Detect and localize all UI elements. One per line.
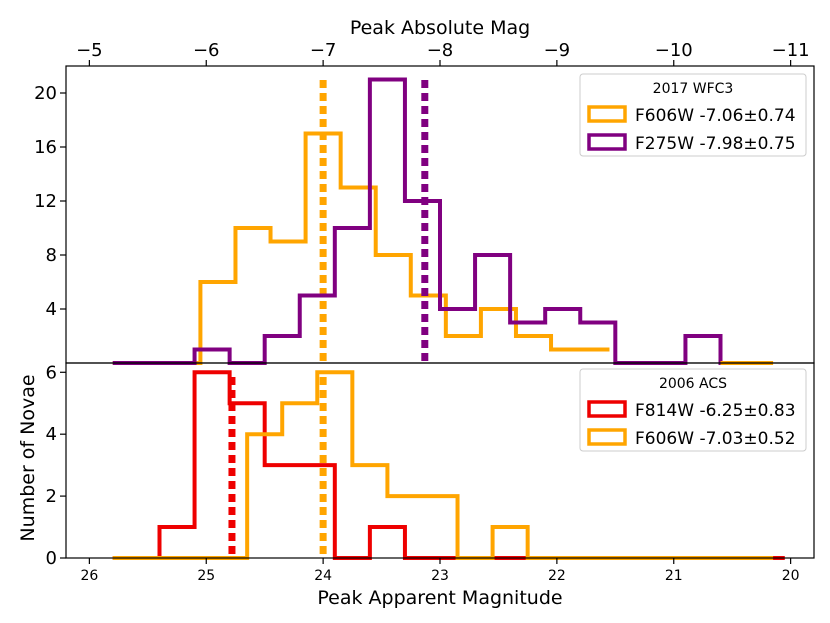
legend-label-top: F606W -7.06±0.74: [635, 106, 796, 126]
legend-title-top: 2017 WFC3: [653, 81, 734, 97]
legend-label-top: F275W -7.98±0.75: [635, 134, 796, 154]
top-axis-label: Peak Absolute Mag: [350, 17, 530, 39]
x-tick-label: 20: [782, 568, 800, 584]
legend-swatch-bottom: [587, 428, 627, 446]
y-tick-label-top: 12: [34, 191, 57, 212]
legend-label-bottom: F814W -6.25±0.83: [635, 401, 796, 421]
x-tick-label: 25: [197, 568, 215, 584]
top-x-tick-label: −10: [655, 40, 693, 61]
top-x-tick-label: −6: [193, 40, 220, 61]
y-tick-label-top: 16: [34, 137, 57, 158]
x-tick-label: 26: [80, 568, 98, 584]
y-tick-label-bottom: 0: [46, 548, 57, 569]
legend-title-bottom: 2006 ACS: [659, 376, 727, 392]
y-tick-label-bottom: 2: [46, 486, 57, 507]
y-tick-label-top: 8: [46, 245, 57, 266]
top-x-tick-label: −9: [544, 40, 571, 61]
histogram-f606w-top: [112, 131, 610, 365]
top-x-tick-label: −11: [772, 40, 810, 61]
x-tick-label: 23: [431, 568, 449, 584]
legend-swatch-top: [587, 105, 627, 123]
legend-swatch-bottom: [587, 400, 627, 418]
y-tick-label-top: 4: [46, 299, 57, 320]
x-axis-label: Peak Apparent Magnitude: [317, 587, 562, 609]
y-tick-label-top: 20: [34, 83, 57, 104]
x-tick-label: 24: [314, 568, 332, 584]
top-x-tick-label: −7: [310, 40, 337, 61]
x-tick-label: 22: [548, 568, 566, 584]
top-x-tick-label: −5: [76, 40, 103, 61]
top-x-tick-label: −8: [427, 40, 454, 61]
y-axis-label: Number of Novae: [17, 374, 39, 541]
legend-box-bottom: [579, 368, 807, 452]
y-tick-label-bottom: 4: [46, 424, 57, 445]
legend-box-top: [579, 73, 807, 157]
top-panel: 4 8 12 16 20 2017 WFC3 F606W -7.06±0.74 F275W -…: [34, 40, 815, 365]
legend-swatch-top: [587, 133, 627, 151]
x-tick-label: 21: [665, 568, 683, 584]
y-tick-label-bottom: 6: [46, 362, 57, 383]
legend-label-bottom: F606W -7.03±0.52: [635, 429, 796, 449]
